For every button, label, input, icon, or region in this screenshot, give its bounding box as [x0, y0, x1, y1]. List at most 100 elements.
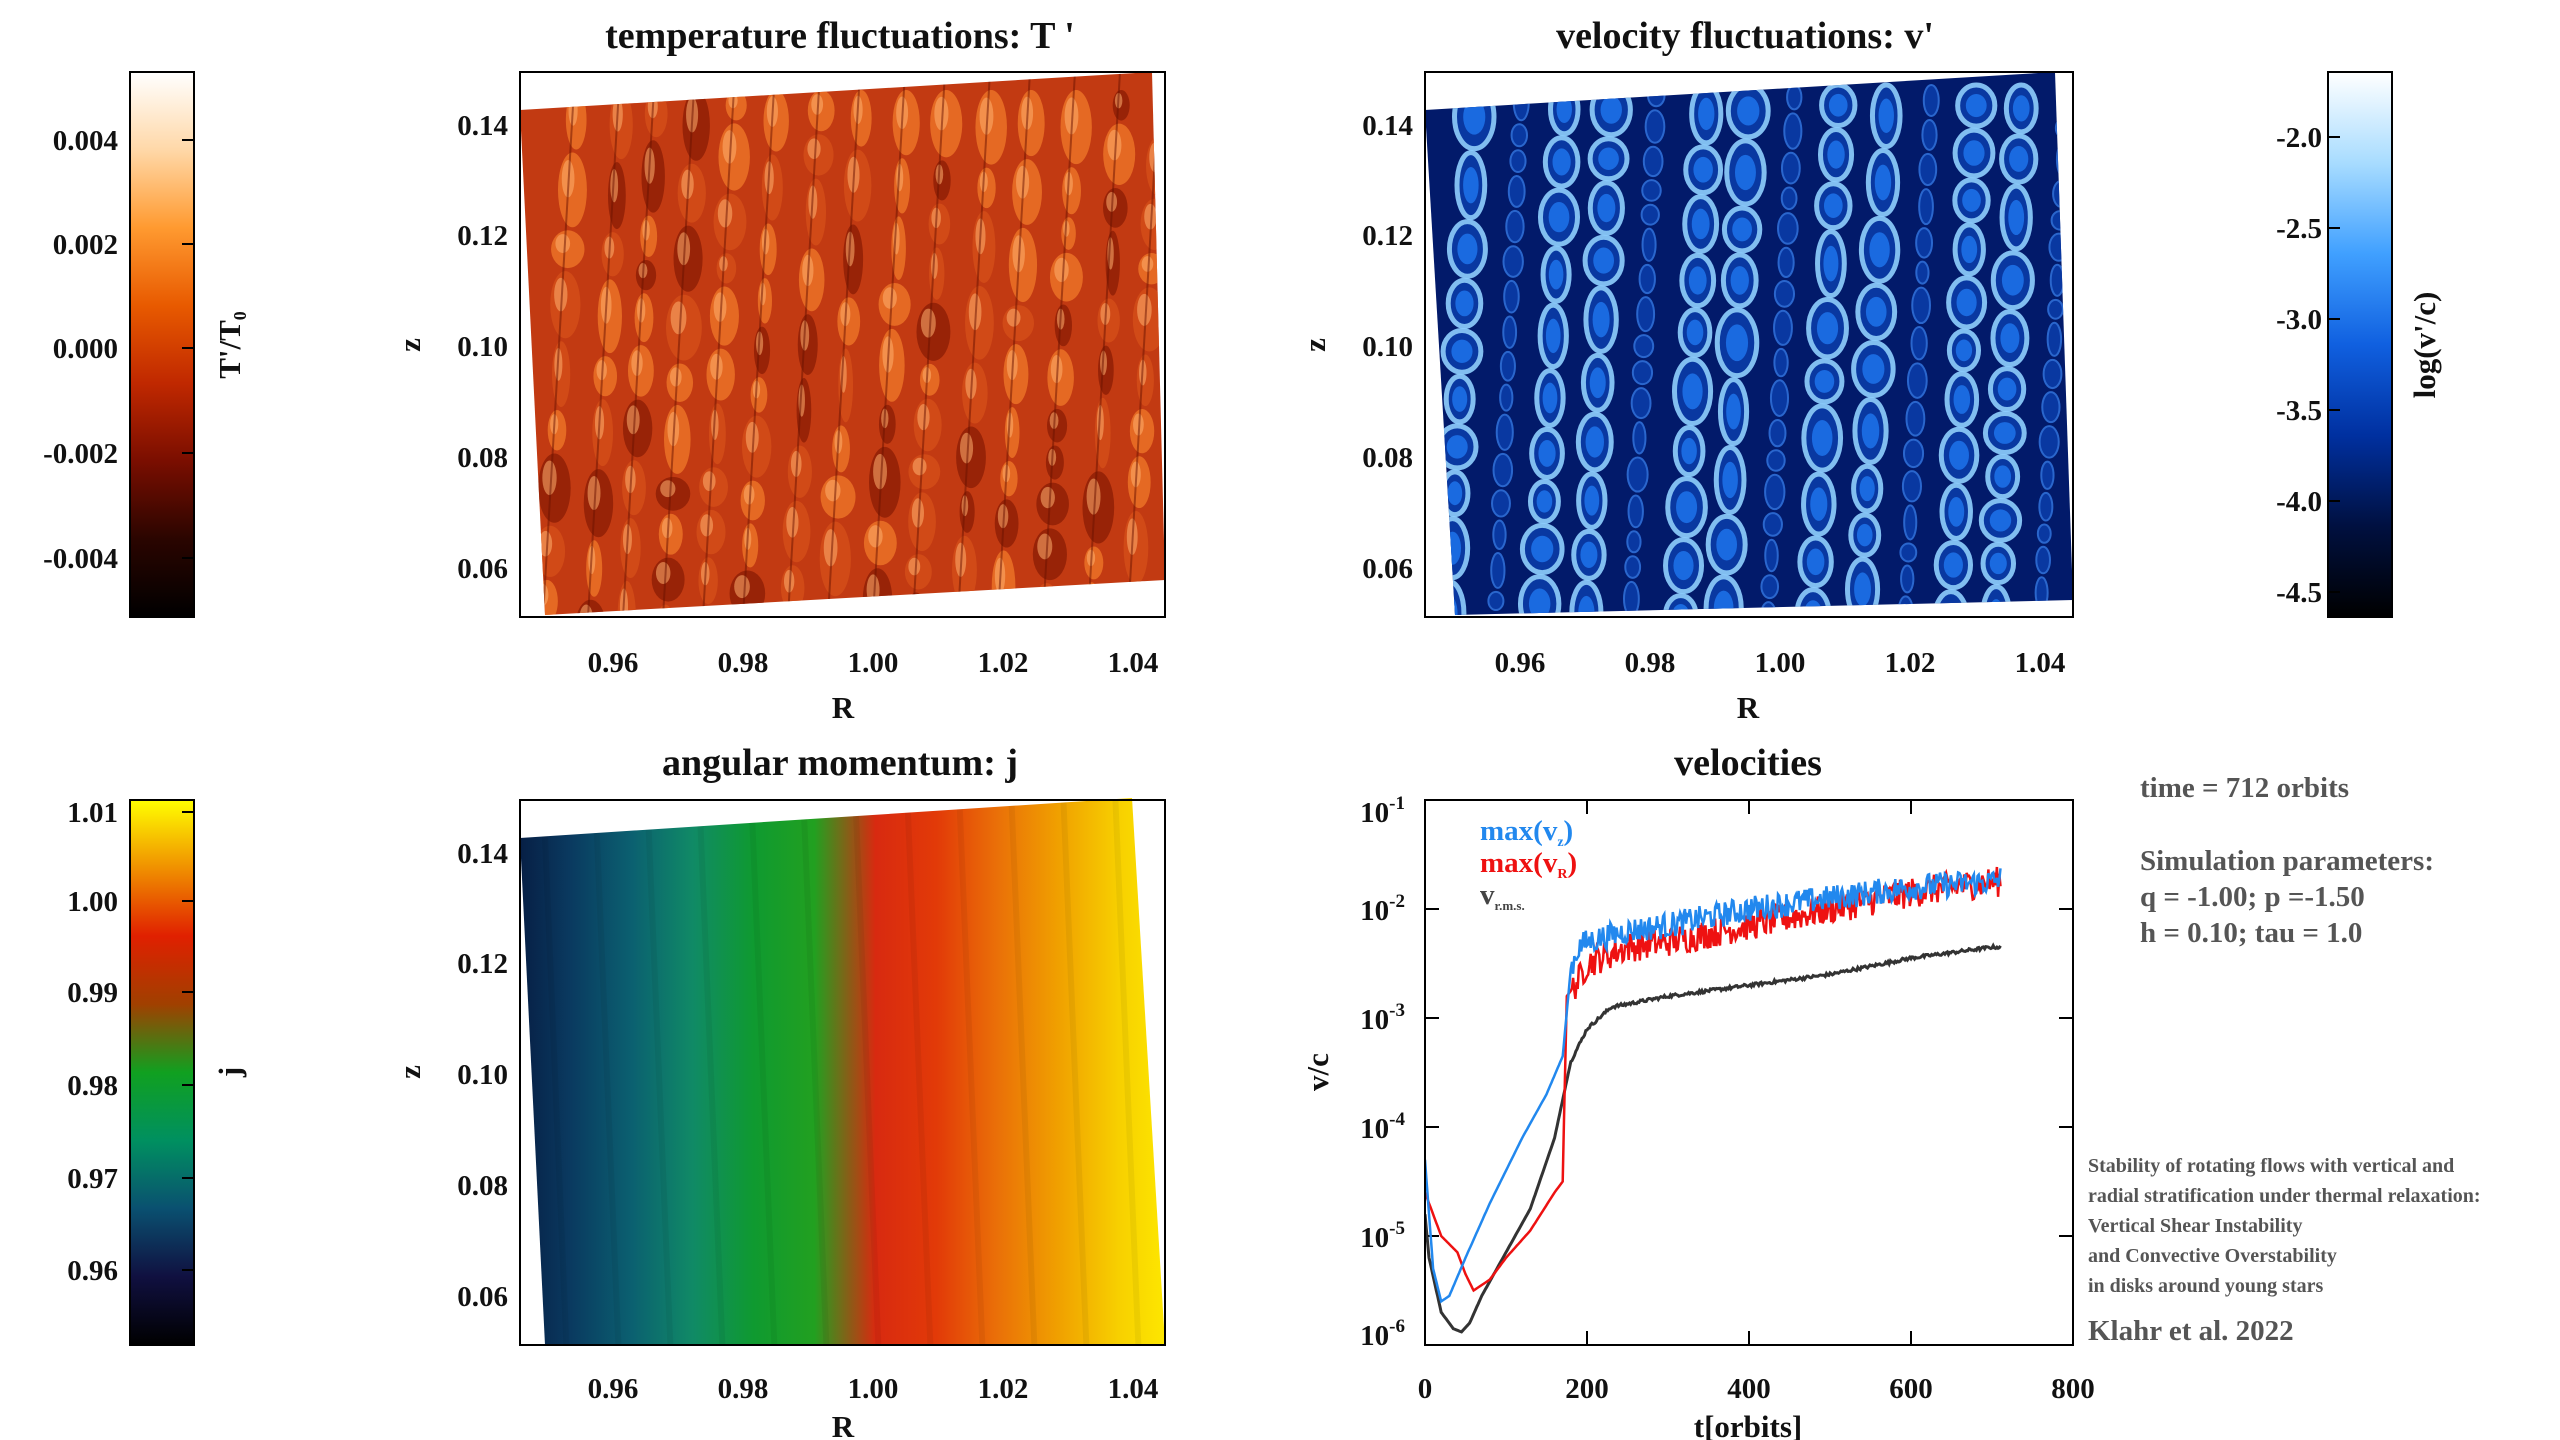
temp-column-edge	[662, 72, 696, 615]
velocities-legend: max(vz) max(vR) vr.m.s.	[1480, 815, 1577, 913]
vel-cell-core	[1953, 385, 1971, 414]
svg-text:1.01: 1.01	[67, 797, 118, 829]
temp-cell-highlight	[1040, 486, 1055, 509]
vel-cell-core	[1949, 440, 1969, 470]
vel-cell-core	[1861, 413, 1880, 449]
j-band-shade	[852, 798, 882, 1345]
svg-text:-2.5: -2.5	[2276, 213, 2322, 245]
temp-cell-highlight	[1141, 256, 1154, 272]
velocities-ylabel: v/c	[1300, 1053, 1335, 1091]
vel-cell	[1503, 279, 1520, 314]
svg-text:1.00: 1.00	[848, 647, 899, 679]
vel-cell-core	[1688, 266, 1707, 295]
vel-cell	[1626, 530, 1642, 554]
vel-cell	[1644, 109, 1666, 144]
vel-cell-core	[1869, 232, 1890, 268]
svg-text:1.04: 1.04	[2015, 647, 2066, 679]
vel-cell-core	[1545, 318, 1561, 354]
velocities-series	[1425, 866, 2002, 1334]
velocity-frame	[1424, 71, 2074, 618]
time-label: time = 712 orbits	[2140, 772, 2349, 804]
params-line2: h = 0.10; tau = 1.0	[2140, 917, 2362, 949]
vel-cell-core	[2008, 199, 2025, 236]
vel-cell	[1631, 360, 1654, 386]
angular-field	[520, 798, 1165, 1345]
vel-cell-core	[1463, 99, 1486, 135]
vel-cell	[1777, 246, 1795, 279]
velocity-xlabel: R	[1737, 690, 1760, 725]
vel-cell	[1897, 595, 1914, 615]
svg-text:-2.0: -2.0	[2276, 122, 2322, 154]
j-band-shade	[1008, 798, 1038, 1345]
temp-cell-highlight	[538, 530, 553, 557]
vel-cell	[1903, 504, 1918, 541]
temp-column-edge	[587, 72, 621, 615]
vel-cell-core	[1828, 93, 1848, 117]
vel-cell	[1764, 538, 1779, 573]
temp-cell-highlight	[1054, 257, 1069, 283]
vel-cell	[1622, 580, 1640, 615]
temp-cell-highlight	[579, 604, 593, 615]
vel-cell-core	[1730, 266, 1749, 295]
params-line1: q = -1.00; p =-1.50	[2140, 881, 2365, 913]
svg-text:0.96: 0.96	[1495, 647, 1546, 679]
legend-vrms: vr.m.s.	[1480, 879, 1525, 913]
svg-text:0.08: 0.08	[1362, 442, 1413, 474]
vel-cell-core	[1536, 490, 1553, 513]
vel-cell-core	[2009, 146, 2029, 172]
vel-cell	[1507, 174, 1526, 208]
temp-cell-highlight	[626, 405, 640, 435]
svg-text:0.98: 0.98	[718, 1373, 769, 1405]
temp-cell-highlight	[934, 96, 949, 131]
vel-cell-core	[1989, 552, 2007, 575]
temp-cell-highlight	[702, 471, 716, 491]
svg-text:0: 0	[1418, 1373, 1433, 1405]
temperature-xlabel: R	[832, 690, 855, 725]
vel-cell	[1641, 227, 1657, 262]
temp-cell-highlight	[660, 480, 676, 498]
vel-cell-core	[1672, 604, 1690, 615]
temp-cell	[952, 607, 969, 615]
vel-cell	[1905, 400, 1926, 437]
vel-cell	[1773, 347, 1789, 378]
vel-cell	[1640, 203, 1660, 226]
vel-cell-core	[1691, 208, 1710, 240]
svg-text:1.00: 1.00	[848, 1373, 899, 1405]
temp-cell-highlight	[882, 287, 897, 309]
temp-cell-highlight	[655, 562, 671, 585]
temp-cell	[1080, 582, 1103, 615]
vel-cell-core	[1676, 491, 1698, 524]
temp-cell	[575, 599, 606, 615]
temp-cell-highlight	[670, 301, 687, 335]
vel-cell-core	[1941, 603, 1961, 615]
vel-cell	[2050, 210, 2070, 231]
temp-cell-highlight	[818, 605, 834, 615]
series-max(v_R)	[1425, 866, 2002, 1293]
temp-cell-highlight	[1086, 478, 1101, 515]
temp-cell-highlight	[587, 475, 601, 511]
angular-xlabel: R	[832, 1409, 855, 1440]
svg-text:1.04: 1.04	[1108, 647, 1159, 679]
temp-column-edge	[742, 72, 776, 615]
vel-cell	[1768, 418, 1787, 448]
temp-cell-highlight	[959, 432, 974, 464]
temp-cell-highlight	[907, 598, 918, 615]
vel-cell-core	[1948, 496, 1965, 527]
velocities-frame	[1424, 799, 2074, 1346]
temp-column-edge	[827, 72, 861, 615]
vel-cell	[2042, 358, 2063, 390]
vel-cell-core	[1854, 572, 1871, 607]
vel-cell	[1502, 315, 1518, 349]
vel-cell-core	[1878, 98, 1894, 133]
vel-cell-core	[1804, 600, 1822, 615]
svg-text:0.12: 0.12	[457, 948, 508, 980]
vel-cell	[1932, 589, 1970, 615]
vel-cell-core	[1862, 354, 1885, 384]
vel-cell-core	[1725, 324, 1749, 362]
temp-column-edge	[912, 72, 946, 615]
temp-cell-highlight	[538, 584, 549, 606]
vel-cell	[1906, 362, 1928, 399]
temp-cell-highlight	[669, 367, 682, 387]
vel-cell	[1492, 519, 1507, 550]
tcb-tick-2: 0.000	[53, 333, 118, 365]
